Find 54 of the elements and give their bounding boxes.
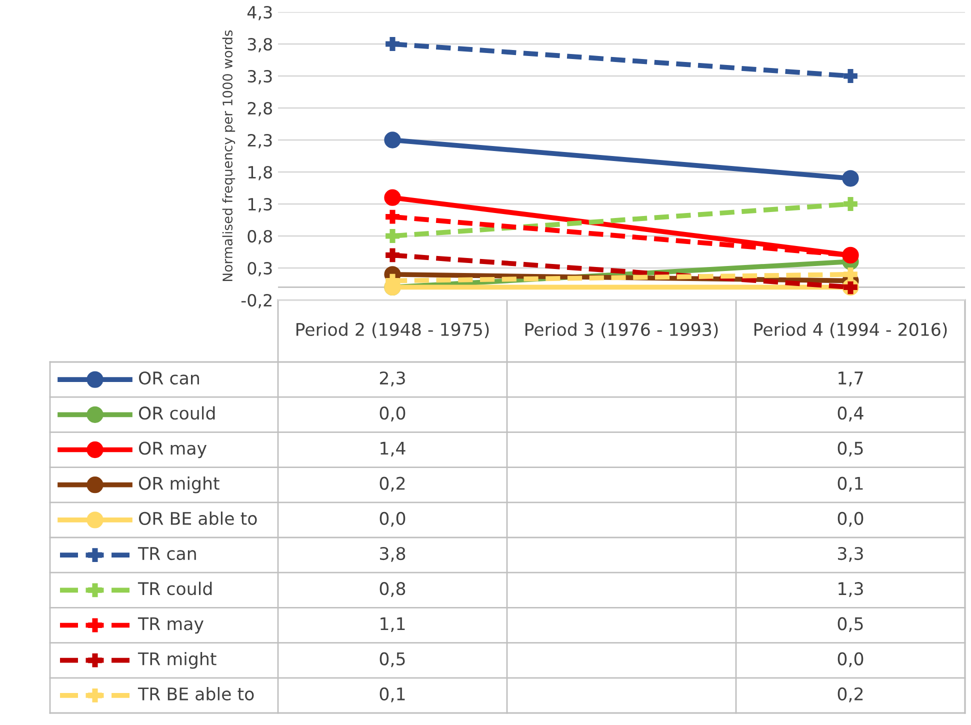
data-label: 2,3 xyxy=(380,371,405,386)
point xyxy=(842,170,859,187)
data-label: 0,2 xyxy=(380,476,405,492)
y-tick-label: 1,8 xyxy=(248,166,272,180)
point xyxy=(844,197,858,211)
y-axis-title: Normalised frequency per 1000 words xyxy=(222,30,236,281)
y-tick-label: 2,8 xyxy=(248,102,272,116)
legend-label: OR might xyxy=(138,476,220,494)
legend-label: OR could xyxy=(138,406,215,420)
y-tick-label: -0,2 xyxy=(241,294,272,308)
point xyxy=(386,248,400,262)
x-tick-label: Period 4 (1994 - 2016) xyxy=(754,322,947,338)
data-label: 0,8 xyxy=(380,582,406,597)
y-tick-label: 0,3 xyxy=(248,262,272,276)
y-tick-label: 0,8 xyxy=(248,230,272,244)
y-tick-label: 4,3 xyxy=(247,6,272,20)
data-label: 0,5 xyxy=(838,442,863,457)
data-label: 0,1 xyxy=(380,687,405,702)
legend-label: OR may xyxy=(138,442,207,458)
data-label: 3,8 xyxy=(380,546,406,562)
data-label: 1,4 xyxy=(380,442,406,457)
legend-label: TR could xyxy=(138,582,212,596)
point xyxy=(386,37,400,51)
y-tick-label: 3,3 xyxy=(248,70,272,84)
data-label: 0,0 xyxy=(838,512,864,527)
data-label: 0,0 xyxy=(380,406,406,422)
data-label: 3,3 xyxy=(838,546,863,562)
data-label: 0,5 xyxy=(838,617,863,632)
point xyxy=(384,189,401,206)
legend-label: OR can xyxy=(138,371,199,385)
point xyxy=(386,229,400,243)
x-tick-label: Period 3 (1976 - 1993) xyxy=(525,322,718,338)
legend-label: TR might xyxy=(138,652,216,669)
y-tick-label: 2,3 xyxy=(248,134,272,148)
data-label: 0,2 xyxy=(838,687,863,702)
data-label: 1,7 xyxy=(838,372,863,386)
x-tick-label: Period 2 (1948 - 1975) xyxy=(296,322,489,338)
legend-label: TR can xyxy=(138,547,196,560)
y-tick-label: 1,3 xyxy=(248,198,272,212)
legend-label: TR BE able to xyxy=(138,687,254,700)
data-label: 0,0 xyxy=(838,652,864,668)
point xyxy=(386,210,400,224)
data-label: 0,0 xyxy=(380,512,406,527)
legend-label: OR BE able to xyxy=(138,512,257,525)
y-tick-label: 3,8 xyxy=(248,38,272,52)
point xyxy=(844,267,858,282)
data-label: 1,1 xyxy=(380,617,405,632)
data-label: 0,1 xyxy=(838,476,863,492)
data-label: 1,3 xyxy=(838,582,863,597)
point xyxy=(844,69,858,83)
legend-label: TR may xyxy=(138,617,204,634)
data-label: 0,4 xyxy=(838,406,864,422)
point xyxy=(384,132,401,148)
data-label: 0,5 xyxy=(380,652,405,668)
